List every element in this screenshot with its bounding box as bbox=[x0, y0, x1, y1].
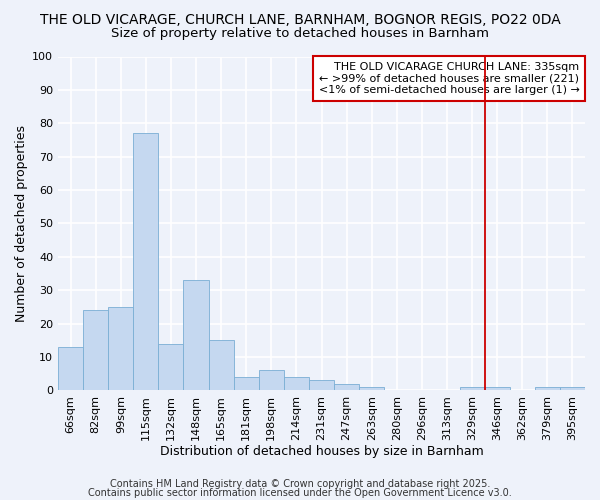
Bar bbox=[460, 387, 485, 390]
Bar bbox=[560, 387, 585, 390]
X-axis label: Distribution of detached houses by size in Barnham: Distribution of detached houses by size … bbox=[160, 444, 484, 458]
Bar bbox=[233, 377, 259, 390]
Bar bbox=[334, 384, 359, 390]
Bar bbox=[284, 377, 309, 390]
Bar bbox=[133, 134, 158, 390]
Bar bbox=[108, 307, 133, 390]
Bar bbox=[184, 280, 209, 390]
Bar bbox=[259, 370, 284, 390]
Bar bbox=[535, 387, 560, 390]
Bar bbox=[485, 387, 510, 390]
Text: THE OLD VICARAGE CHURCH LANE: 335sqm
← >99% of detached houses are smaller (221): THE OLD VICARAGE CHURCH LANE: 335sqm ← >… bbox=[319, 62, 580, 96]
Text: THE OLD VICARAGE, CHURCH LANE, BARNHAM, BOGNOR REGIS, PO22 0DA: THE OLD VICARAGE, CHURCH LANE, BARNHAM, … bbox=[40, 12, 560, 26]
Bar bbox=[83, 310, 108, 390]
Bar bbox=[158, 344, 184, 390]
Text: Contains HM Land Registry data © Crown copyright and database right 2025.: Contains HM Land Registry data © Crown c… bbox=[110, 479, 490, 489]
Text: Contains public sector information licensed under the Open Government Licence v3: Contains public sector information licen… bbox=[88, 488, 512, 498]
Bar bbox=[209, 340, 233, 390]
Y-axis label: Number of detached properties: Number of detached properties bbox=[15, 125, 28, 322]
Bar bbox=[309, 380, 334, 390]
Bar bbox=[58, 347, 83, 391]
Bar bbox=[359, 387, 384, 390]
Text: Size of property relative to detached houses in Barnham: Size of property relative to detached ho… bbox=[111, 28, 489, 40]
